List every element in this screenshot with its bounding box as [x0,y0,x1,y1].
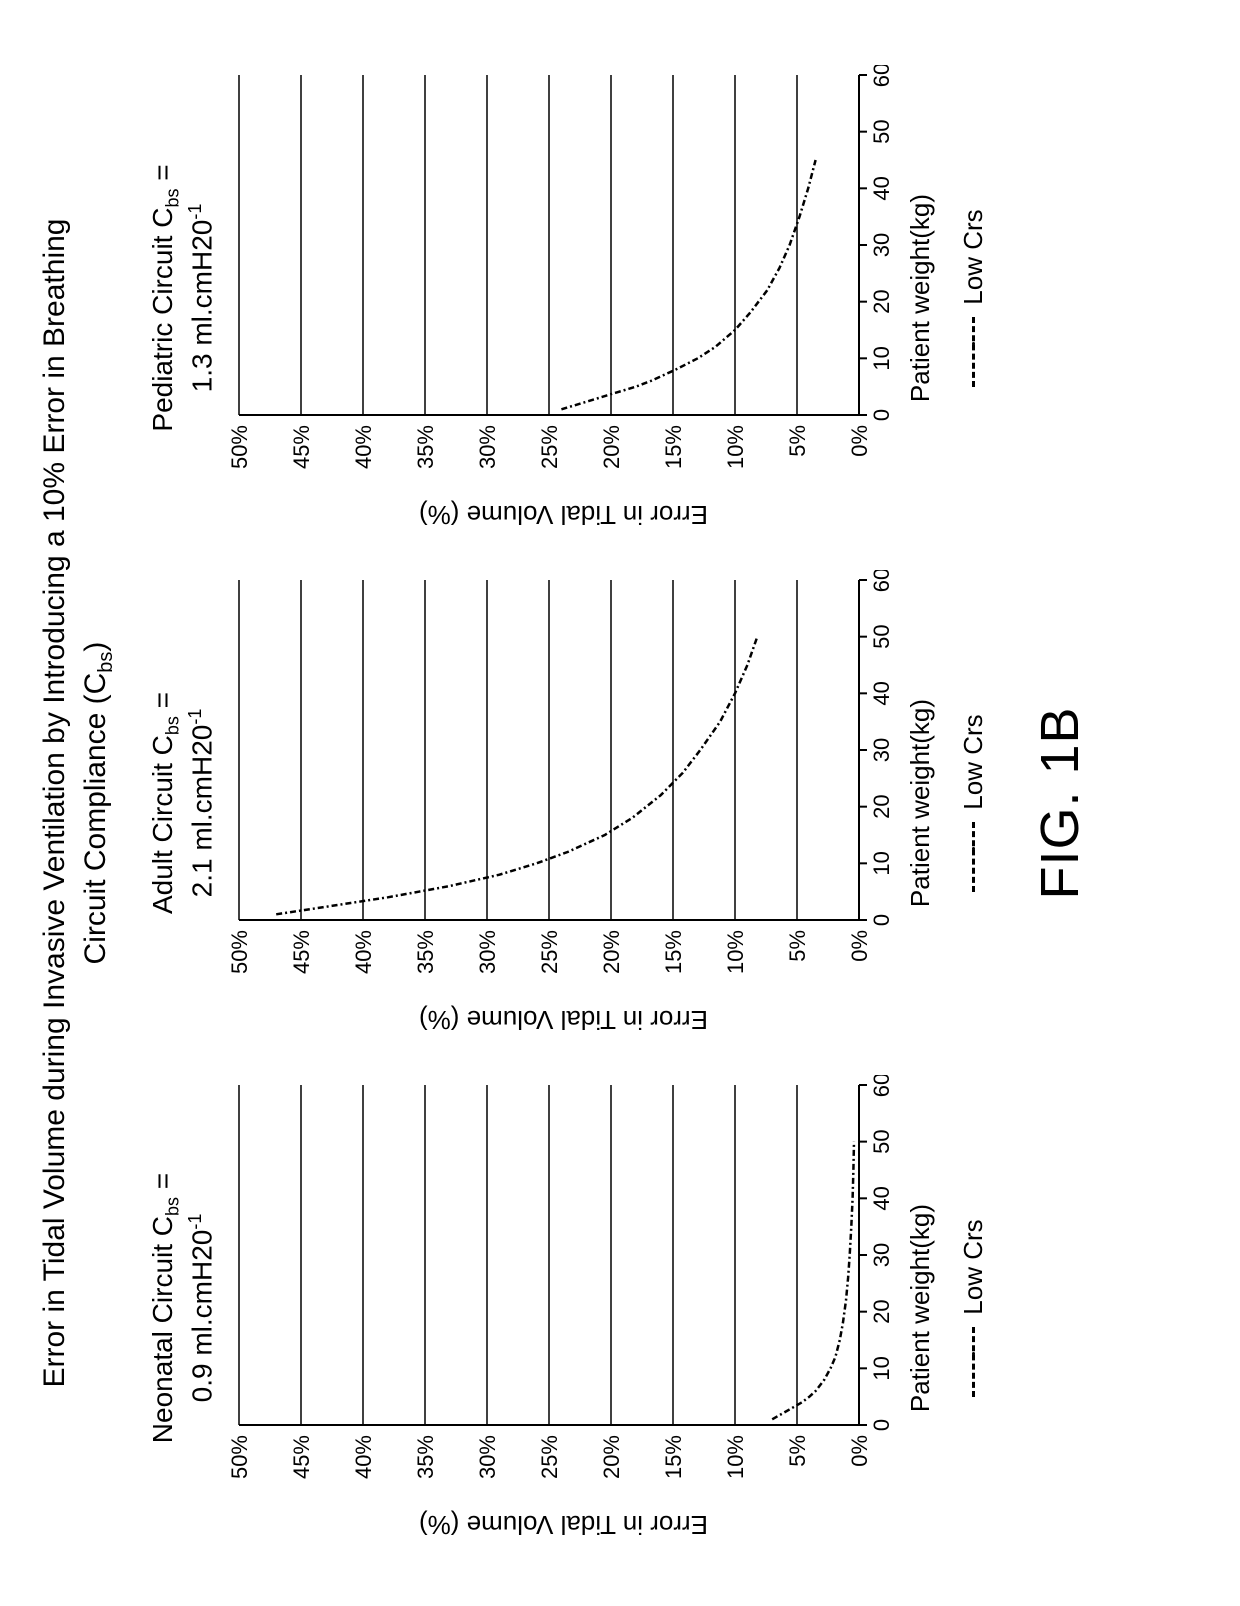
y-tick-label: 30% [475,931,500,975]
panel-pediatric: Pediatric Circuit Cbs =1.3 ml.cmH20-1Err… [145,63,989,533]
figure-label: FIG. 1B [1029,706,1091,899]
series-line-low-crs [276,637,757,915]
y-axis-label: Error in Tidal Volume (%) [419,500,708,531]
x-tick-label: 20 [869,1300,894,1324]
y-tick-label: 5% [785,426,810,458]
y-tick-label: 0% [847,1436,872,1468]
y-tick-label: 35% [413,1436,438,1480]
page-rotated-container: Error in Tidal Volume during Invasive Ve… [0,366,1240,1606]
y-axis-label: Error in Tidal Volume (%) [419,1510,708,1541]
y-tick-label: 40% [351,426,376,470]
x-tick-label: 50 [869,625,894,649]
y-tick-label: 50% [229,931,252,975]
y-tick-label: 15% [661,931,686,975]
y-tick-label: 35% [413,426,438,470]
y-tick-label: 25% [537,426,562,470]
y-tick-label: 10% [723,1436,748,1480]
x-tick-label: 30 [869,738,894,762]
chart-wrap-adult: Error in Tidal Volume (%) 0% 5% 10% 15% 20% 25… [229,571,899,1036]
y-tick-label: 10% [723,426,748,470]
x-tick-label: 60 [869,66,894,88]
legend: Low Crs [958,1219,989,1396]
y-tick-label: 40% [351,1436,376,1480]
x-tick-label: 10 [869,1357,894,1381]
panel-subtitle-pediatric: Pediatric Circuit Cbs =1.3 ml.cmH20-1 [145,164,219,431]
legend-line-icon [972,317,975,387]
y-tick-label: 50% [229,426,252,470]
x-tick-label: 30 [869,233,894,257]
x-tick-label: 50 [869,1130,894,1154]
y-tick-label: 30% [475,1436,500,1480]
x-tick-label: 0 [869,1419,894,1431]
panel-subtitle-adult: Adult Circuit Cbs =2.1 ml.cmH20-1 [145,692,219,914]
y-tick-label: 45% [289,426,314,470]
panel-neonatal: Neonatal Circuit Cbs =0.9 ml.cmH20-1Erro… [145,1073,989,1543]
main-title-line2-a: Circuit Compliance (C [79,673,112,965]
x-tick-label: 60 [869,571,894,593]
x-axis-label: Patient weight(kg) [905,1204,936,1412]
legend-label: Low Crs [958,209,989,304]
legend-line-icon [972,822,975,892]
y-tick-label: 15% [661,1436,686,1480]
y-tick-label: 25% [537,931,562,975]
x-tick-label: 10 [869,852,894,876]
x-tick-label: 40 [869,177,894,201]
x-tick-label: 30 [869,1243,894,1267]
main-title-line1: Error in Tidal Volume during Invasive Ve… [38,219,71,1388]
x-tick-label: 20 [869,290,894,314]
y-tick-label: 20% [599,426,624,470]
y-tick-label: 20% [599,931,624,975]
panel-adult: Adult Circuit Cbs =2.1 ml.cmH20-1Error i… [145,568,989,1038]
chart-wrap-pediatric: Error in Tidal Volume (%) 0% 5% 10% 15% 20% 25… [229,66,899,531]
y-tick-label: 10% [723,931,748,975]
legend: Low Crs [958,714,989,891]
y-tick-label: 0% [847,426,872,458]
main-title-sub: bs [95,652,117,673]
x-axis-label: Patient weight(kg) [905,194,936,402]
y-tick-label: 30% [475,426,500,470]
y-axis-label: Error in Tidal Volume (%) [419,1005,708,1036]
y-tick-label: 45% [289,1436,314,1480]
x-tick-label: 0 [869,914,894,926]
x-tick-label: 10 [869,347,894,371]
legend-label: Low Crs [958,1219,989,1314]
y-tick-label: 25% [537,1436,562,1480]
chart-svg-pediatric: 0% 5% 10% 15% 20% 25% 30% 35% 40% 45% 50% 0 10 20 30 40… [229,66,899,490]
x-tick-label: 40 [869,682,894,706]
y-tick-label: 5% [785,1436,810,1468]
legend: Low Crs [958,209,989,386]
chart-svg-adult: 0% 5% 10% 15% 20% 25% 30% 35% 40% 45% 50% 0 10 20 30 40… [229,571,899,995]
main-title: Error in Tidal Volume during Invasive Ve… [35,219,120,1388]
chart-wrap-neonatal: Error in Tidal Volume (%) 0% 5% 10% 15% 20% 25… [229,1076,899,1541]
y-tick-label: 40% [351,931,376,975]
legend-line-icon [972,1327,975,1397]
legend-label: Low Crs [958,714,989,809]
x-tick-label: 50 [869,120,894,144]
y-tick-label: 50% [229,1436,252,1480]
x-tick-label: 60 [869,1076,894,1098]
x-axis-label: Patient weight(kg) [905,699,936,907]
panels-row: Neonatal Circuit Cbs =0.9 ml.cmH20-1Erro… [145,63,989,1543]
series-line-low-crs [772,1142,854,1420]
x-tick-label: 0 [869,409,894,421]
main-title-line2-b: ) [79,642,112,652]
y-tick-label: 35% [413,931,438,975]
y-tick-label: 45% [289,931,314,975]
y-tick-label: 20% [599,1436,624,1480]
panel-subtitle-neonatal: Neonatal Circuit Cbs =0.9 ml.cmH20-1 [145,1173,219,1443]
y-tick-label: 5% [785,931,810,963]
chart-svg-neonatal: 0% 5% 10% 15% 20% 25% 30% 35% 40% 45% 50% 0 10 20 30 40… [229,1076,899,1500]
series-line-low-crs [561,161,815,410]
x-tick-label: 20 [869,795,894,819]
landscape-content: Error in Tidal Volume during Invasive Ve… [0,0,1240,1606]
x-tick-label: 40 [869,1187,894,1211]
y-tick-label: 15% [661,426,686,470]
y-tick-label: 0% [847,931,872,963]
